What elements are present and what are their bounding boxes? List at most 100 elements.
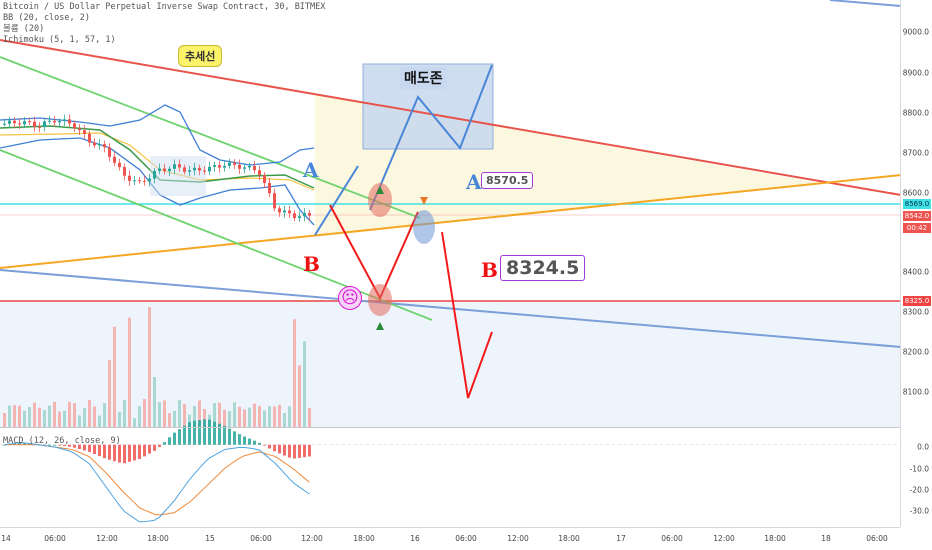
- bubble-a-red: [368, 183, 392, 217]
- volume-bar: [93, 406, 96, 427]
- ichimoku-cloud: [150, 156, 206, 196]
- candle-body: [98, 144, 101, 146]
- volume-bar: [173, 410, 176, 427]
- macd-histogram-bar: [168, 437, 171, 445]
- bubble-b-red: [368, 284, 392, 316]
- current-price-tag: 8542.0: [903, 211, 931, 221]
- trend-label: 추세선: [178, 45, 223, 67]
- candle-body: [108, 147, 111, 157]
- blue-trendline-upper: [829, 0, 902, 7]
- volume-bar: [298, 365, 301, 427]
- price-tick: 8600.0: [902, 188, 929, 198]
- macd-histogram-bar: [278, 444, 281, 454]
- down-marker: [420, 197, 428, 205]
- volume-bar: [253, 403, 256, 427]
- time-tick: 14: [1, 534, 11, 543]
- candle-body: [113, 156, 116, 163]
- candle-body: [78, 128, 81, 131]
- macd-line: [4, 442, 310, 523]
- candle-body: [308, 213, 311, 216]
- lower-shade: [0, 300, 901, 427]
- volume-bar: [293, 319, 296, 427]
- scenario-arrows: [314, 64, 493, 399]
- volume-bar: [203, 409, 206, 427]
- candle-body: [8, 120, 11, 124]
- candle-body: [268, 182, 271, 194]
- time-tick: 18:00: [147, 534, 169, 543]
- macd-histogram-bar: [293, 444, 296, 459]
- macd-histogram-bar: [243, 436, 246, 445]
- countdown-tag: 00:42: [903, 223, 931, 233]
- price-axis[interactable]: 9000.0 8900.0 8800.0 8700.0 8600.0 8400.…: [900, 0, 932, 527]
- candle-body: [93, 142, 96, 146]
- volume-bar: [268, 406, 271, 427]
- candle-body: [13, 120, 16, 124]
- candle-body: [48, 120, 51, 122]
- candle-body: [278, 208, 281, 213]
- macd-histogram-bar: [163, 442, 166, 445]
- volume-bar: [183, 403, 186, 427]
- symbol-title: Bitcoin / US Dollar Perpetual Inverse Sw…: [3, 2, 326, 12]
- volume-bar: [8, 405, 11, 427]
- macd-histogram-bar: [288, 444, 291, 458]
- time-tick: 06:00: [866, 534, 888, 543]
- macd-histogram-bar: [148, 444, 151, 454]
- candle-body: [228, 162, 231, 166]
- indicator-legend: Bitcoin / US Dollar Perpetual Inverse Sw…: [3, 2, 325, 46]
- volume-bar: [223, 409, 226, 427]
- price-tick: 8400.0: [902, 267, 929, 277]
- macd-pane: [0, 419, 901, 523]
- candle-body: [103, 144, 106, 148]
- volume-bar: [303, 341, 306, 427]
- candle-body: [188, 170, 191, 172]
- volume-bar: [153, 377, 156, 427]
- volume-legend: 볼륨 (20): [3, 24, 45, 34]
- price-tick: 8800.0: [902, 108, 929, 118]
- volume-bar: [193, 406, 196, 427]
- volume-bar: [88, 399, 91, 427]
- price-tick: 8200.0: [902, 347, 929, 357]
- candle-body: [138, 180, 141, 182]
- candle-body: [288, 210, 291, 214]
- macd-histogram-bar: [273, 444, 276, 452]
- volume-bar: [308, 408, 311, 427]
- volume-bar: [198, 400, 201, 427]
- candle-body: [263, 175, 266, 183]
- time-tick: 18: [821, 534, 831, 543]
- blue-trendline: [0, 269, 902, 348]
- candle-body: [208, 166, 211, 172]
- macd-histogram-bar: [53, 444, 56, 446]
- volume-bar: [158, 402, 161, 427]
- macd-histogram-bar: [48, 444, 51, 446]
- time-axis[interactable]: 14 06:00 12:00 18:00 15 06:00 12:00 18:0…: [0, 527, 900, 550]
- macd-histogram-bar: [268, 444, 271, 449]
- volume-bar: [138, 406, 141, 427]
- candle-body: [133, 180, 136, 182]
- volume-bar: [283, 412, 286, 427]
- time-tick: 06:00: [455, 534, 477, 543]
- volume-bar: [273, 406, 276, 427]
- macd-histogram-bar: [78, 444, 81, 450]
- time-tick: 12:00: [507, 534, 529, 543]
- candle-body: [253, 165, 256, 171]
- volume-bar: [58, 411, 61, 427]
- macd-histogram-bar: [28, 443, 31, 445]
- macd-histogram-bar: [68, 444, 71, 447]
- volume-bar: [163, 400, 166, 427]
- macd-histogram-bar: [283, 444, 286, 456]
- volume-bar: [238, 406, 241, 427]
- price-tick: 8700.0: [902, 148, 929, 158]
- candle-body: [248, 165, 251, 168]
- volume-bar: [278, 404, 281, 427]
- macd-histogram-bar: [228, 428, 231, 445]
- volume-bars: [3, 307, 311, 427]
- candle-body: [18, 123, 21, 125]
- volume-bar: [123, 399, 126, 427]
- volume-bar: [13, 405, 16, 427]
- volume-bar: [118, 411, 121, 427]
- sad-face-icon: ☹: [338, 286, 362, 310]
- macd-histogram-bar: [138, 444, 141, 460]
- volume-bar: [168, 413, 171, 427]
- macd-histogram-bar: [233, 431, 236, 445]
